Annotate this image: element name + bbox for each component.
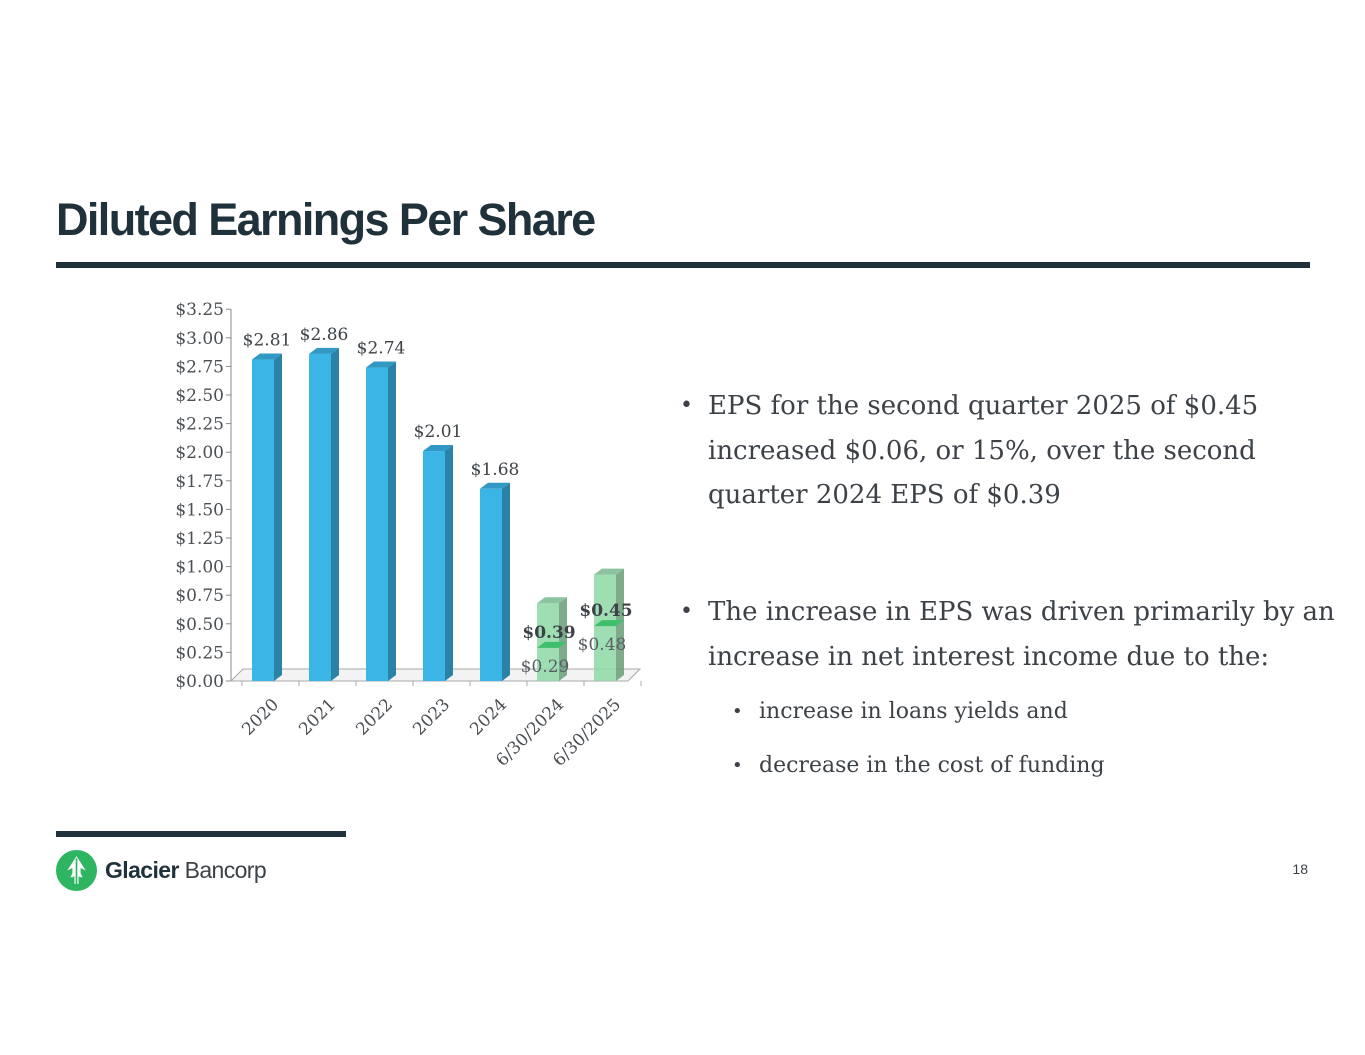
data-label: $2.74 [357,339,406,359]
bar-annual-eps-side [388,361,396,681]
data-label-upper: $0.45 [579,601,632,621]
bar-segment-upper-side [616,568,624,627]
bar-annual-eps-side [274,353,282,681]
data-label: $2.86 [300,325,349,345]
y-tick-label: $2.50 [175,386,224,406]
x-tick-label: 2022 [352,695,397,740]
data-label: $2.81 [243,331,292,351]
y-tick-label: $0.00 [175,672,224,692]
y-tick-label: $0.75 [175,586,224,606]
y-tick-label: $3.00 [175,329,224,349]
bar-annual-eps [423,451,445,681]
y-tick-label: $2.25 [175,415,224,435]
bar-segment-lower-side [559,641,567,681]
sub-bullet-loan-yields: increase in loans yields and [732,698,1068,726]
sub-bullet-list-1: increase in loans yields and [732,698,1068,726]
bar-segment-upper-top [594,568,624,575]
sub-bullet-funding-cost: decrease in the cost of funding [732,752,1105,780]
bullet-eps-second-quarter: EPS for the second quarter 2025 of $0.45… [680,384,1280,518]
x-tick-label: 2020 [238,695,283,740]
bar-annual-eps-side [502,482,510,681]
bullet-list-2: The increase in EPS was driven primarily… [680,590,1340,679]
logo-word-glacier: Glacier [105,856,179,883]
data-label: $2.01 [414,422,463,442]
eps-bar-chart: $0.00 $0.25 $0.50 $0.75 $1.00 $1.25 $1.50 $1.75… [175,300,642,771]
bullet-eps-drivers: The increase in EPS was driven primarily… [680,590,1340,679]
bar-segment-lower-side [616,620,624,681]
segment-divider [537,641,567,648]
bar-annual-eps-side [331,347,339,681]
data-label-lower: $0.29 [521,657,570,677]
x-tick-label: 2021 [295,695,340,740]
segment-divider [594,620,624,627]
bar-segment-upper [537,603,559,648]
y-tick-label: $0.25 [175,643,224,663]
page-number: 18 [1292,861,1308,877]
y-tick-label: $2.00 [175,443,224,463]
bar-annual-eps-top [252,353,282,360]
bullet-list-1: EPS for the second quarter 2025 of $0.45… [680,384,1280,518]
company-logo: Glacier Bancorp [56,849,267,891]
y-tick-label: $0.50 [175,615,224,635]
footer-divider [56,831,346,837]
y-tick-label: $1.50 [175,500,224,520]
sub-bullet-list-2: decrease in the cost of funding [732,752,1105,780]
y-tick-label: $2.75 [175,357,224,377]
logo-word-bancorp: Bancorp [184,856,267,883]
bar-segment-upper-top [537,597,567,604]
bar-segment-upper [594,574,616,627]
bar-segment-upper-side [559,597,567,648]
bar-segment-lower [537,647,559,681]
bar-annual-eps [309,353,331,681]
y-tick-label: $1.25 [175,529,224,549]
bar-annual-eps [480,488,502,681]
x-tick-label: 2023 [409,695,454,740]
bar-annual-eps-top [309,347,339,354]
slide-title: Diluted Earnings Per Share [56,194,596,245]
bar-annual-eps-side [445,445,453,681]
company-wordmark: Glacier Bancorp [105,856,267,884]
glacier-tree-icon [56,849,97,891]
data-label: $1.68 [471,460,520,480]
bar-annual-eps-top [480,482,510,489]
bar-annual-eps [366,367,388,681]
y-tick-label: $1.00 [175,558,224,578]
title-divider [56,262,1310,268]
bar-annual-eps-top [366,361,396,368]
y-tick-label: $1.75 [175,472,224,492]
data-label-lower: $0.48 [578,635,627,655]
bar-segment-lower [594,626,616,681]
x-tick-label: 2024 [466,695,511,740]
bar-annual-eps [252,359,274,681]
data-label-upper: $0.39 [522,623,575,643]
bar-annual-eps-top [423,445,453,452]
y-tick-label: $3.25 [175,300,224,320]
